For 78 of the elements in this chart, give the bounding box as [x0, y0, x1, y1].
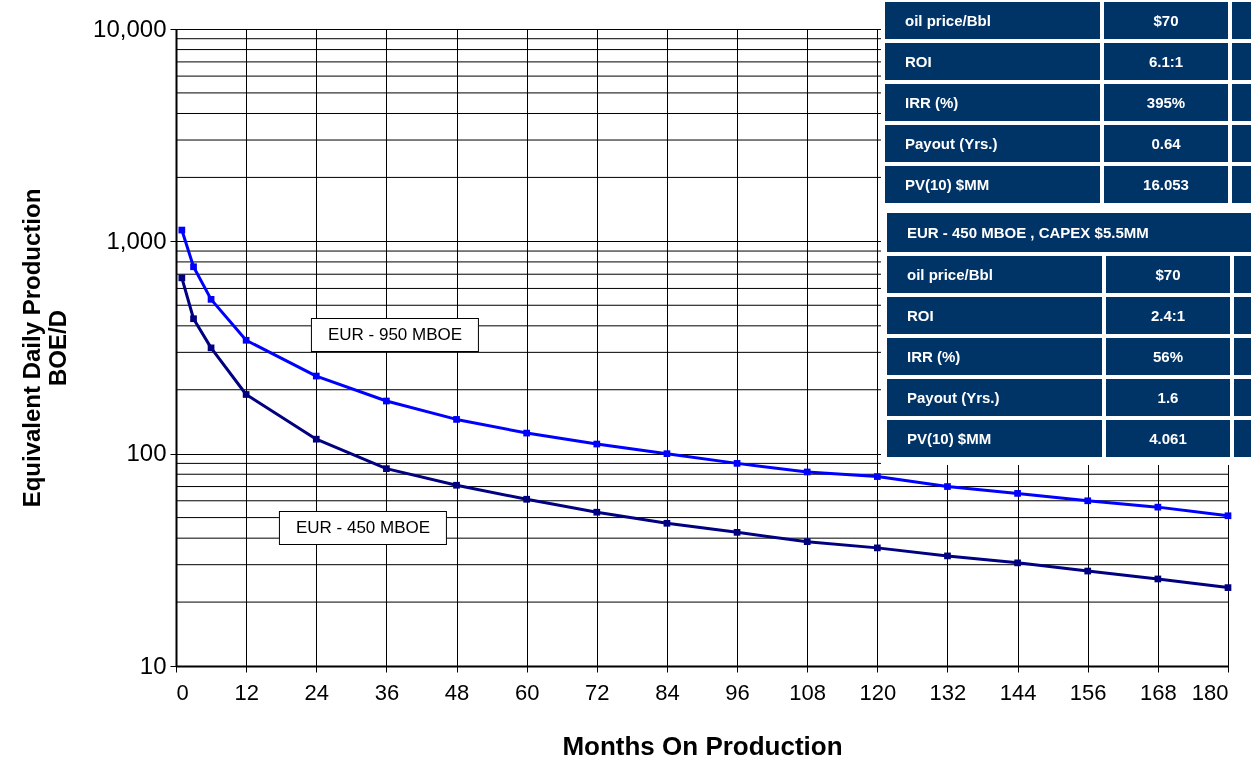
- x-tick-label: 48: [444, 679, 470, 705]
- x-tick-label: 12: [234, 679, 259, 705]
- table-cell: 6.1:1: [1104, 43, 1228, 80]
- point: [733, 460, 741, 467]
- x-tick-label: 84: [655, 679, 680, 705]
- point: [453, 416, 460, 423]
- x-tick-label: 144: [999, 679, 1037, 705]
- point: [1224, 584, 1232, 591]
- table-cell: 1.6: [1106, 379, 1230, 416]
- x-tick-label: 108: [789, 679, 827, 705]
- table-cell: IRR (%): [885, 84, 1100, 121]
- point: [190, 263, 197, 271]
- y-tick-label: 100: [126, 439, 167, 467]
- table-cell: $70: [1106, 256, 1230, 293]
- table-cell: 0.64: [1104, 125, 1228, 162]
- point: [1084, 497, 1092, 505]
- point: [453, 481, 460, 489]
- x-tick-label: 156: [1069, 679, 1107, 705]
- x-tick-label: 96: [725, 679, 750, 705]
- annotation: EUR - 950 MBOE: [310, 318, 480, 352]
- point: [944, 483, 951, 490]
- point: [593, 440, 601, 448]
- point: [178, 226, 186, 234]
- point: [523, 495, 531, 503]
- annotation: EUR - 450 MBOE: [278, 511, 448, 545]
- table-cell: Payout (Yrs.): [887, 379, 1102, 416]
- y-tick-label: 10: [139, 651, 167, 679]
- point: [803, 538, 811, 546]
- table-cell: 395%: [1104, 84, 1228, 121]
- x-tick-label: 168: [1140, 679, 1177, 705]
- x-tick-label: 132: [929, 679, 967, 705]
- table-cell: EUR - 450 MBOE , CAPEX $5.5MM: [887, 213, 1251, 252]
- y-tick-label: 1,000: [106, 226, 167, 254]
- y-axis-title: Equivalent Daily Production BOE/D: [18, 188, 72, 508]
- x-axis-title: Months On Production: [562, 730, 843, 761]
- point: [1014, 559, 1021, 567]
- point: [593, 508, 601, 516]
- point: [873, 544, 881, 552]
- y-tick-label: 10,000: [93, 14, 167, 42]
- point: [242, 336, 250, 344]
- point: [663, 519, 671, 527]
- table-cell: PV(10) $MM: [887, 420, 1102, 457]
- point: [312, 372, 320, 380]
- table-cell: oil price/Bbl: [887, 256, 1102, 293]
- table-cell: 2.4:1: [1106, 297, 1230, 334]
- table-cell: ROI: [887, 297, 1102, 334]
- table-cell: ROI: [885, 43, 1100, 80]
- point: [733, 529, 741, 536]
- point: [663, 450, 671, 458]
- x-tick-label: 0: [176, 679, 189, 705]
- point: [383, 397, 390, 405]
- point: [523, 429, 531, 437]
- point: [242, 391, 250, 398]
- point: [1224, 512, 1232, 520]
- x-tick-label: 36: [374, 679, 400, 705]
- x-tick-label: 60: [514, 679, 540, 705]
- table-cell: IRR (%): [887, 338, 1102, 375]
- x-tick-label: 120: [859, 679, 897, 705]
- point: [178, 274, 186, 282]
- x-tick-label: 72: [585, 679, 610, 705]
- x-tick-label: 180: [1191, 679, 1229, 705]
- point: [873, 473, 881, 480]
- point: [190, 315, 197, 323]
- table-cell: $70: [1104, 2, 1228, 39]
- point: [383, 465, 390, 473]
- table-cell: 4.061: [1106, 420, 1230, 457]
- point: [207, 296, 215, 303]
- point: [1014, 490, 1021, 497]
- point: [944, 552, 951, 560]
- table-cell: 56%: [1106, 338, 1230, 375]
- table-cell: oil price/Bbl: [885, 2, 1100, 39]
- x-tick-label: 24: [304, 679, 330, 705]
- table-cell: PV(10) $MM: [885, 166, 1100, 203]
- point: [312, 435, 320, 443]
- table-cell: Payout (Yrs.): [885, 125, 1100, 162]
- point: [1084, 567, 1092, 575]
- table-cell: 16.053: [1104, 166, 1228, 203]
- point: [803, 468, 811, 476]
